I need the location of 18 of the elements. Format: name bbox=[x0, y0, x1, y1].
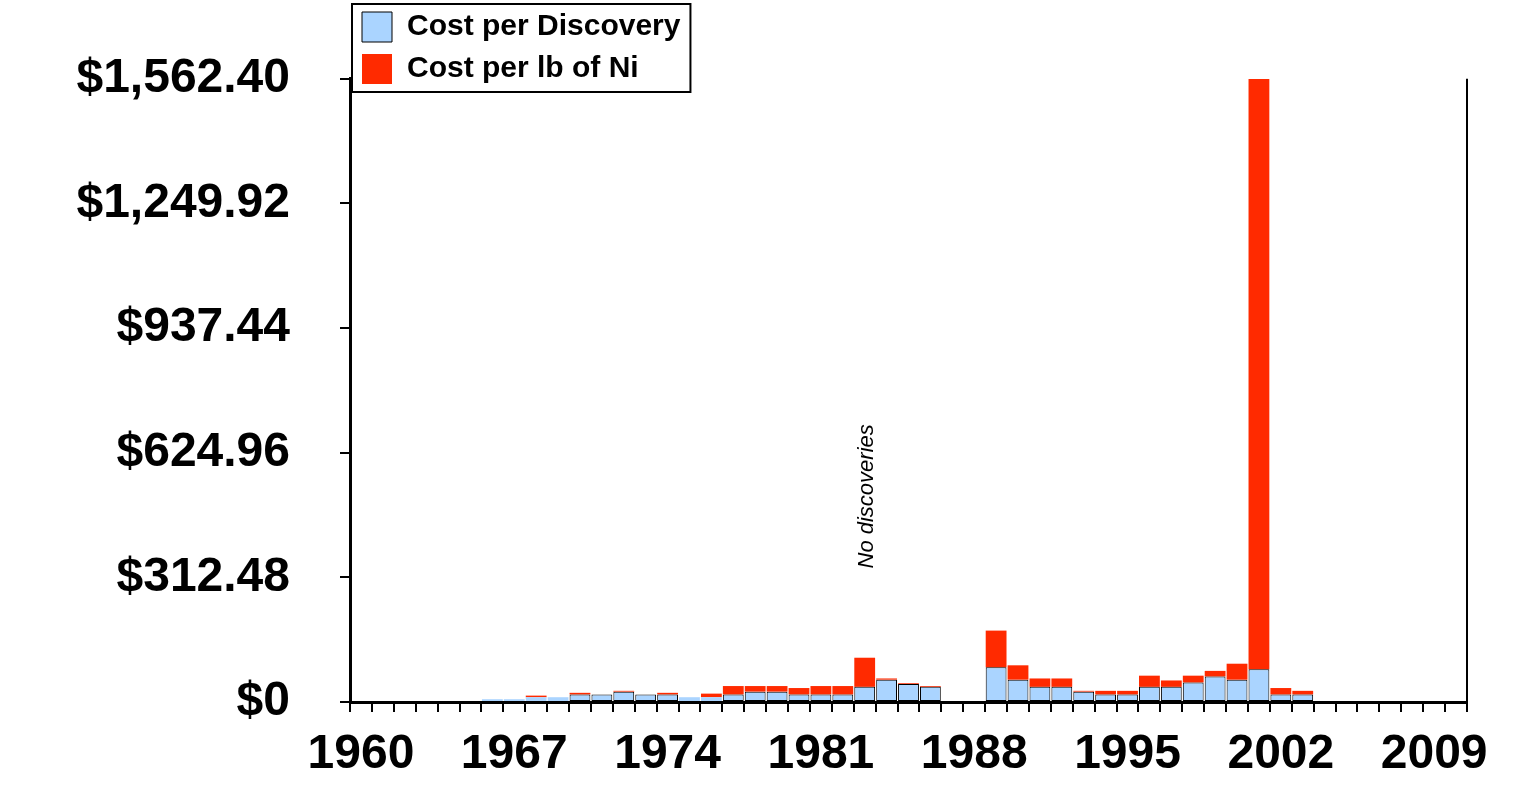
x-tick-label: 2009 bbox=[1380, 725, 1488, 779]
legend-label: Cost per Discovery bbox=[407, 8, 681, 42]
y-tick-label: $1,249.92 bbox=[76, 173, 290, 227]
bar bbox=[1248, 78, 1270, 670]
x-tick-label: 1981 bbox=[767, 725, 875, 779]
x-tick-label: 1974 bbox=[614, 725, 722, 779]
annotation: No discoveries bbox=[853, 424, 879, 569]
y-tick-label: $0 bbox=[236, 672, 290, 726]
x-tick-label: 1967 bbox=[460, 725, 568, 779]
x-tick-label: 1995 bbox=[1074, 725, 1181, 779]
x-tick-label: 1988 bbox=[920, 725, 1028, 779]
legend-label: Cost per lb of Ni bbox=[407, 50, 639, 84]
y-tick-label: $1,562.40 bbox=[76, 49, 290, 103]
y-tick-label: $312.48 bbox=[116, 547, 290, 601]
y-tick-label: $624.96 bbox=[116, 422, 290, 476]
x-tick-label: 2002 bbox=[1227, 725, 1335, 779]
x-tick-label: 1960 bbox=[307, 725, 415, 779]
y-tick-label: $937.44 bbox=[116, 298, 291, 352]
